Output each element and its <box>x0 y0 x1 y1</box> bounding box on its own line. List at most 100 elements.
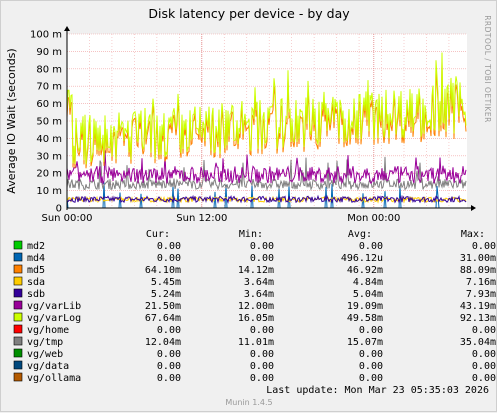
legend-row: vg/home 0.00 0.00 0.00 0.00 <box>13 324 496 336</box>
y-tick-label: 20 m <box>36 169 62 180</box>
legend-value-avg: 19.09m <box>347 301 383 312</box>
munin-version: Munin 1.4.5 <box>225 398 272 407</box>
legend-series-name: md4 <box>27 253 45 264</box>
legend-row: vg/tmp 12.04m 11.01m 15.07m 35.04m <box>13 336 496 348</box>
legend-series-name: sda <box>27 277 45 288</box>
legend-value-cur: 67.64m <box>145 313 181 324</box>
legend-series-name: vg/web <box>27 349 63 360</box>
legend-value-min: 11.01m <box>238 337 274 348</box>
legend-value-max: 7.93m <box>466 289 496 300</box>
legend-series-name: vg/ollama <box>27 373 81 384</box>
legend-row: md5 64.10m 14.12m 46.92m 88.09m <box>13 264 496 276</box>
legend-value-avg: 0.00 <box>359 361 383 372</box>
y-tick-label: 80 m <box>36 64 62 75</box>
x-tick-labels: Sun 00:00 Sun 12:00 Mon 00:00 <box>41 213 400 224</box>
legend-value-avg: 15.07m <box>347 337 383 348</box>
legend-row: md4 0.00 0.00 496.12u 31.00m <box>13 252 496 264</box>
legend-column-header: Cur: <box>146 229 170 240</box>
legend-value-avg: 5.04m <box>353 289 383 300</box>
series-line-vg-tmp <box>66 156 467 192</box>
legend-column-header: Avg: <box>348 229 372 240</box>
legend-value-avg: 0.00 <box>359 241 383 252</box>
legend-swatch <box>13 336 23 346</box>
legend-value-avg: 4.84m <box>353 277 383 288</box>
legend-swatch <box>13 300 23 310</box>
y-tick-label: 100 m <box>30 30 62 41</box>
y-tick-label: 90 m <box>36 47 62 58</box>
legend-row: sda 5.45m 3.64m 4.84m 7.16m <box>13 276 496 288</box>
legend-series-name: vg/varLog <box>27 313 81 324</box>
y-tick-label: 30 m <box>36 151 62 162</box>
rrdtool-credit: RRDTOOL / TOBI OETIKER <box>483 15 492 123</box>
legend-row: sdb 5.24m 3.64m 5.04m 7.93m <box>13 288 496 300</box>
legend-value-min: 12.00m <box>238 301 274 312</box>
x-tick-label: Sun 12:00 <box>176 213 227 224</box>
legend-row: vg/ollama 0.00 0.00 0.00 0.00 <box>13 372 496 384</box>
legend-value-min: 0.00 <box>250 373 274 384</box>
legend-value-cur: 0.00 <box>157 361 181 372</box>
legend-value-min: 0.00 <box>250 325 274 336</box>
legend-column-header: Min: <box>239 229 263 240</box>
legend-value-cur: 0.00 <box>157 349 181 360</box>
legend-value-cur: 0.00 <box>157 325 181 336</box>
legend-swatch <box>13 252 23 262</box>
legend-swatch <box>13 264 23 274</box>
y-axis-arrow <box>64 26 70 31</box>
legend-series-name: vg/home <box>27 325 69 336</box>
legend-swatch <box>13 360 23 370</box>
last-update: Last update: Mon Mar 23 05:35:03 2026 <box>266 385 489 396</box>
legend-value-max: 43.19m <box>460 301 496 312</box>
legend-value-min: 14.12m <box>238 265 274 276</box>
y-tick-label: 10 m <box>36 186 62 197</box>
legend-value-cur: 5.45m <box>151 277 181 288</box>
legend-column-header: Max: <box>461 229 485 240</box>
series-line-vg-varLib <box>66 150 467 186</box>
legend-value-max: 0.00 <box>472 349 496 360</box>
legend-series-name: vg/varLib <box>27 301 81 312</box>
legend-value-cur: 12.04m <box>145 337 181 348</box>
y-tick-label: 40 m <box>36 134 62 145</box>
y-tick-label: 0 <box>56 204 62 215</box>
legend-series-name: vg/tmp <box>27 337 63 348</box>
legend-value-min: 16.05m <box>238 313 274 324</box>
legend-value-avg: 49.58m <box>347 313 383 324</box>
legend-value-avg: 0.00 <box>359 349 383 360</box>
axes <box>64 26 476 211</box>
legend-value-avg: 0.00 <box>359 325 383 336</box>
legend-value-max: 0.00 <box>472 241 496 252</box>
legend-swatch <box>13 312 23 322</box>
legend-value-max: 0.00 <box>472 373 496 384</box>
legend-series-name: md5 <box>27 265 45 276</box>
x-tick-label: Sun 00:00 <box>41 213 92 224</box>
y-tick-labels: 0 10 m 20 m 30 m 40 m 50 m 60 m 70 m 80 m 90 m 100… <box>30 30 62 215</box>
chart-title: Disk latency per device - by day <box>148 6 350 21</box>
legend-value-min: 3.64m <box>244 277 274 288</box>
legend-swatch <box>13 372 23 382</box>
legend-value-min: 0.00 <box>250 241 274 252</box>
legend-value-cur: 0.00 <box>157 253 181 264</box>
legend-series-name: sdb <box>27 289 45 300</box>
legend-value-max: 92.13m <box>460 313 496 324</box>
legend-value-min: 3.64m <box>244 289 274 300</box>
y-axis-label: Average IO Wait (seconds) <box>5 48 18 193</box>
legend-swatch <box>13 288 23 298</box>
y-tick-label: 60 m <box>36 99 62 110</box>
legend-series-name: vg/data <box>27 361 69 372</box>
legend-swatch <box>13 348 23 358</box>
x-axis-arrow <box>471 205 476 211</box>
legend-value-max: 31.00m <box>460 253 496 264</box>
legend-value-min: 0.00 <box>250 253 274 264</box>
legend-value-avg: 46.92m <box>347 265 383 276</box>
series-line-sdb <box>66 194 467 204</box>
y-tick-label: 50 m <box>36 117 62 128</box>
legend-row: vg/varLog 67.64m 16.05m 49.58m 92.13m <box>13 312 496 324</box>
legend-swatch <box>13 324 23 334</box>
legend-value-min: 0.00 <box>250 361 274 372</box>
legend-row: vg/varLib 21.50m 12.00m 19.09m 43.19m <box>13 300 496 312</box>
legend-row: md2 0.00 0.00 0.00 0.00 <box>13 240 496 252</box>
legend-value-avg: 0.00 <box>359 373 383 384</box>
series-line-vg-varLog <box>66 52 467 165</box>
legend-value-max: 88.09m <box>460 265 496 276</box>
legend-swatch <box>13 240 23 250</box>
